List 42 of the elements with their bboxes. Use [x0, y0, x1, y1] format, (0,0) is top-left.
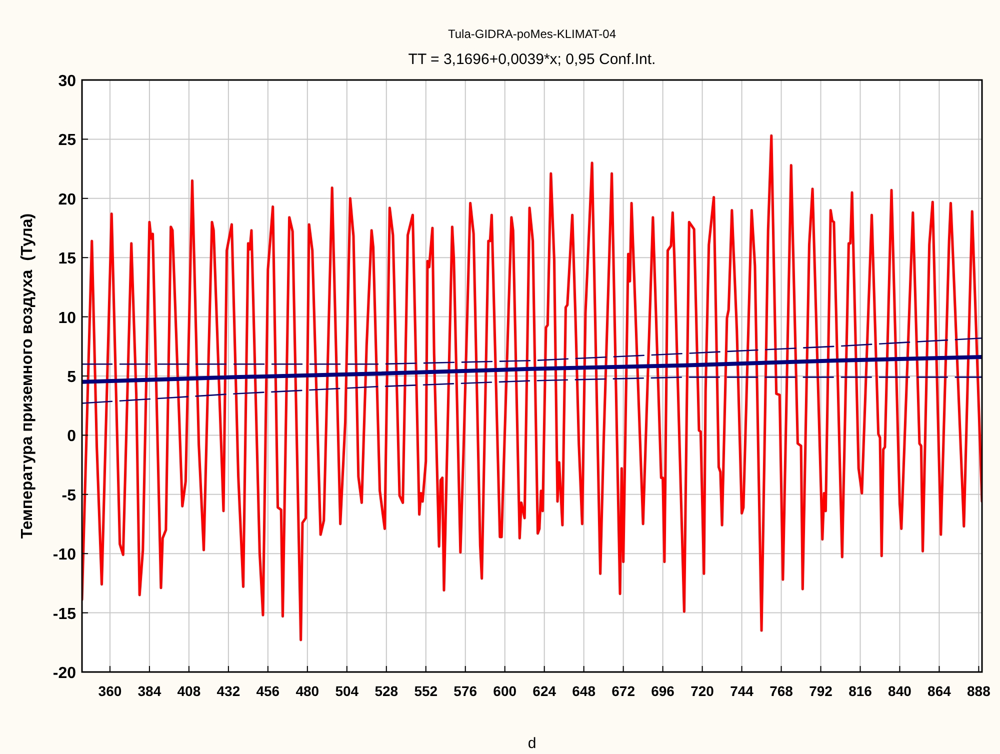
y-tick-label: 10 — [58, 310, 76, 327]
chart-subtitle: TT = 3,1696+0,0039*x; 0,95 Conf.Int. — [408, 51, 656, 68]
x-tick-label: 552 — [414, 683, 438, 699]
line-series — [82, 376, 982, 404]
y-tick-label: 5 — [67, 369, 76, 386]
y-tick-label: 15 — [58, 250, 76, 268]
x-tick-label: 504 — [335, 683, 359, 699]
x-tick-label: 816 — [848, 683, 872, 699]
x-tick-label: 792 — [809, 683, 833, 699]
x-tick-label: 624 — [532, 683, 556, 699]
x-tick-label: 840 — [888, 683, 912, 699]
x-tick-label: 528 — [374, 683, 398, 699]
chart-title: Tula-GIDRA-poMes-KLIMAT-04 — [448, 27, 616, 41]
x-tick-label: 600 — [493, 683, 517, 699]
x-tick-label: 432 — [216, 683, 240, 699]
x-tick-label: 768 — [770, 683, 794, 699]
x-tick-label: 744 — [730, 683, 754, 699]
y-tick-label: 0 — [67, 428, 76, 446]
x-tick-label: 864 — [928, 683, 952, 699]
x-tick-label: 360 — [98, 683, 122, 699]
y-tick-label: -15 — [52, 606, 76, 623]
x-tick-label: 648 — [572, 683, 596, 699]
y-tick-label: 30 — [58, 73, 76, 90]
line-series — [82, 337, 982, 365]
y-tick-label: -5 — [62, 487, 76, 504]
y-tick-label: 25 — [58, 132, 76, 150]
x-tick-label: 408 — [177, 683, 201, 699]
line-series — [82, 355, 982, 384]
y-tick-label: -20 — [52, 665, 76, 682]
x-tick-label: 720 — [690, 683, 714, 699]
y-tick-label: -10 — [52, 546, 76, 564]
x-tick-label: 888 — [967, 683, 991, 699]
y-axis-title: Температура приземного воздуха (Тула) — [19, 213, 36, 539]
line-series — [82, 134, 982, 642]
x-tick-label: 384 — [138, 683, 162, 699]
x-axis-title: d — [528, 735, 536, 752]
x-tick-label: 672 — [612, 683, 636, 699]
y-tick-label: 20 — [58, 191, 76, 208]
x-tick-label: 480 — [296, 683, 320, 699]
x-tick-label: 456 — [256, 683, 280, 699]
x-tick-label: 696 — [651, 683, 675, 699]
x-tick-label: 576 — [454, 683, 478, 699]
